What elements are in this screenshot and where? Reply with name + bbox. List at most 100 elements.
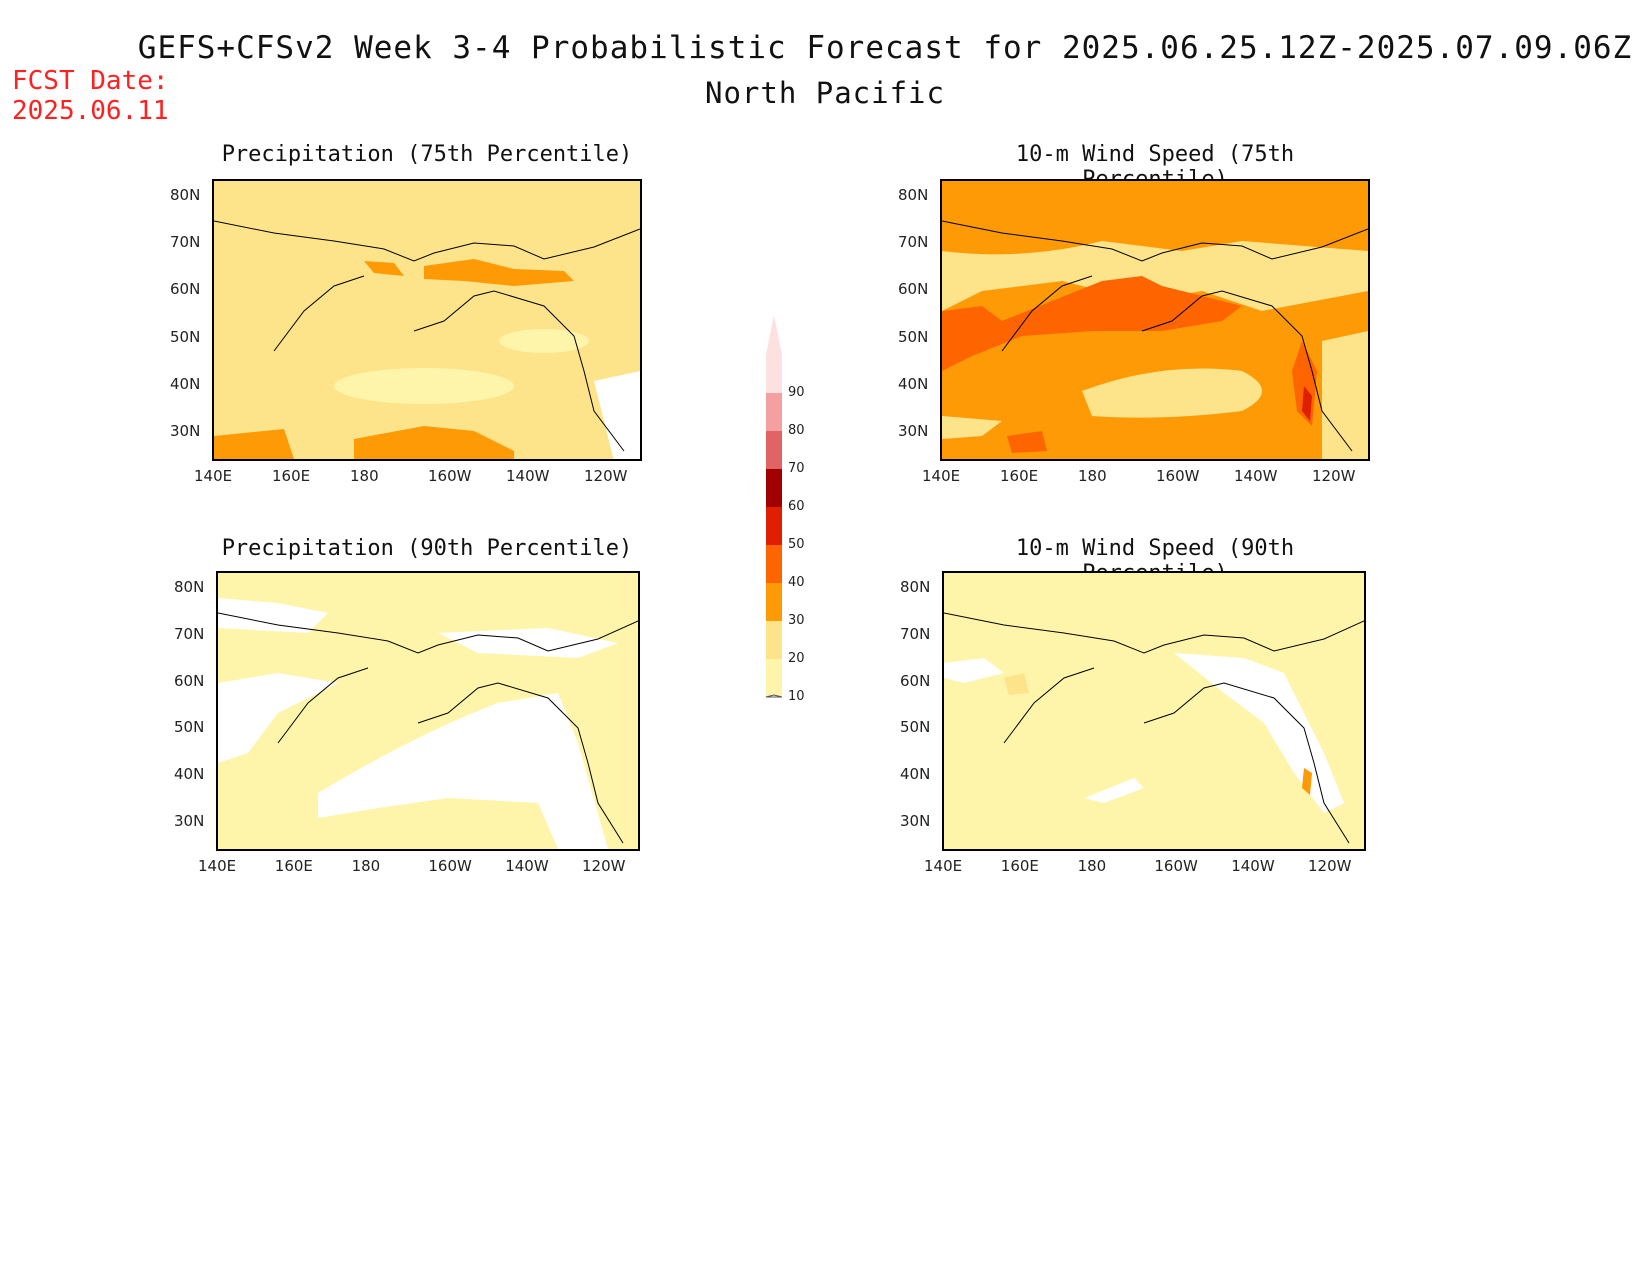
lon-tick-label: 140W [1234, 467, 1278, 485]
colorbar-swatch [766, 507, 782, 545]
lat-tick-label: 80N [170, 186, 201, 204]
shading-orange [1302, 768, 1312, 795]
lat-tick-label: 80N [898, 186, 929, 204]
lon-tick-label: 120W [582, 857, 626, 875]
shading-yellow [1004, 673, 1029, 695]
coastline [944, 612, 1364, 654]
shading-white [218, 598, 328, 633]
shading-darkorange [942, 276, 1242, 371]
lat-tick-label: 50N [170, 327, 201, 346]
colorbar-swatch [766, 545, 782, 583]
lat-tick-label: 60N [900, 671, 931, 690]
lon-tick-label: 160E [272, 467, 311, 485]
lon-tick-label: 140E [922, 467, 961, 485]
lat-tick-label: 80N [174, 578, 205, 596]
lat-tick-label: 70N [900, 624, 931, 643]
lat-tick-label: 30N [170, 422, 201, 440]
colorbar-label: 20 [788, 651, 805, 666]
colorbar-swatch [766, 583, 782, 621]
lat-tick-label: 60N [170, 280, 201, 299]
shading-yellow [1082, 368, 1262, 418]
main-title: GEFS+CFSv2 Week 3-4 Probabilistic Foreca… [137, 30, 1633, 66]
colorbar-swatch [766, 355, 782, 393]
colorbar-label: 50 [788, 537, 805, 552]
shading-white [1084, 778, 1144, 803]
lon-tick-label: 160E [1000, 467, 1039, 485]
lon-tick-label: 180 [1077, 857, 1107, 875]
map-wind-90 [942, 571, 1366, 851]
shading-yellow [1322, 331, 1368, 459]
forecast-date-value: 2025.06.11 [12, 96, 169, 126]
lat-tick-label: 30N [174, 812, 205, 830]
colorbar-label: 80 [788, 423, 805, 438]
lat-tick-label: 60N [898, 280, 929, 299]
shading-white [944, 658, 1004, 683]
map-precip-90 [216, 571, 640, 851]
shading-lighter [334, 368, 514, 404]
lat-tick-label: 40N [900, 765, 931, 784]
shading-orange [364, 261, 404, 276]
panel-title-precip-75: Precipitation (75th Percentile) [221, 142, 633, 167]
shading-white [594, 371, 640, 459]
map-wind-75 [940, 179, 1370, 461]
lat-tick-label: 50N [174, 718, 205, 737]
lat-tick-label: 70N [174, 624, 205, 643]
shading-orange [424, 259, 574, 286]
colorbar-label: 60 [788, 499, 805, 514]
lon-tick-label: 140W [505, 857, 549, 875]
panel-title-precip-90: Precipitation (90th Percentile) [221, 536, 633, 561]
lon-tick-label: 160W [1154, 857, 1198, 875]
colorbar-label: 40 [788, 575, 805, 590]
colorbar-label: 90 [788, 385, 805, 400]
lat-tick-label: 30N [900, 812, 931, 830]
shading-red [1302, 386, 1312, 421]
colorbar-label: 30 [788, 613, 805, 628]
lon-tick-label: 180 [351, 857, 381, 875]
lon-tick-label: 180 [1078, 467, 1107, 485]
colorbar-swatch [766, 469, 782, 507]
colorbar-swatch [766, 431, 782, 469]
lat-tick-label: 70N [170, 233, 201, 252]
forecast-date-label: FCST Date: [12, 66, 169, 96]
shading-orange [354, 426, 514, 459]
shading-lighter [499, 329, 589, 353]
lat-tick-label: 50N [900, 718, 931, 737]
coastline [218, 612, 638, 654]
lat-tick-label: 40N [898, 374, 929, 393]
field-base [214, 181, 640, 459]
colorbar-swatch [766, 393, 782, 431]
lon-tick-label: 140W [1231, 857, 1275, 875]
colorbar-swatch [766, 659, 782, 697]
colorbar-bottom-arrow [765, 694, 783, 698]
lon-tick-label: 120W [1308, 857, 1352, 875]
lat-tick-label: 30N [898, 422, 929, 440]
lat-tick-label: 40N [174, 765, 205, 784]
lat-tick-label: 50N [898, 327, 929, 346]
lon-tick-label: 140E [198, 857, 237, 875]
lon-tick-label: 140W [506, 467, 550, 485]
shading-yellow [942, 241, 1368, 311]
coastline [214, 220, 640, 262]
colorbar-top-arrow [766, 315, 782, 355]
shading-darkorange [1007, 431, 1047, 453]
lat-tick-label: 70N [898, 233, 929, 252]
coastline [942, 220, 1368, 262]
lat-tick-label: 40N [170, 374, 201, 393]
lon-tick-label: 140E [194, 467, 233, 485]
colorbar-swatch [766, 621, 782, 659]
lon-tick-label: 160E [1000, 857, 1039, 875]
map-precip-75 [212, 179, 642, 461]
lat-tick-label: 60N [174, 671, 205, 690]
shading-white [318, 693, 608, 849]
lon-tick-label: 140E [924, 857, 963, 875]
lon-tick-label: 120W [1312, 467, 1356, 485]
coastline [277, 667, 624, 844]
region-subtitle: North Pacific [705, 76, 945, 110]
colorbar-swatches [765, 315, 783, 698]
coastline [1003, 667, 1350, 844]
lon-tick-label: 160W [1156, 467, 1200, 485]
colorbar-label: 70 [788, 461, 805, 476]
lon-tick-label: 160W [428, 467, 472, 485]
lon-tick-label: 160W [428, 857, 472, 875]
lon-tick-label: 160E [274, 857, 313, 875]
